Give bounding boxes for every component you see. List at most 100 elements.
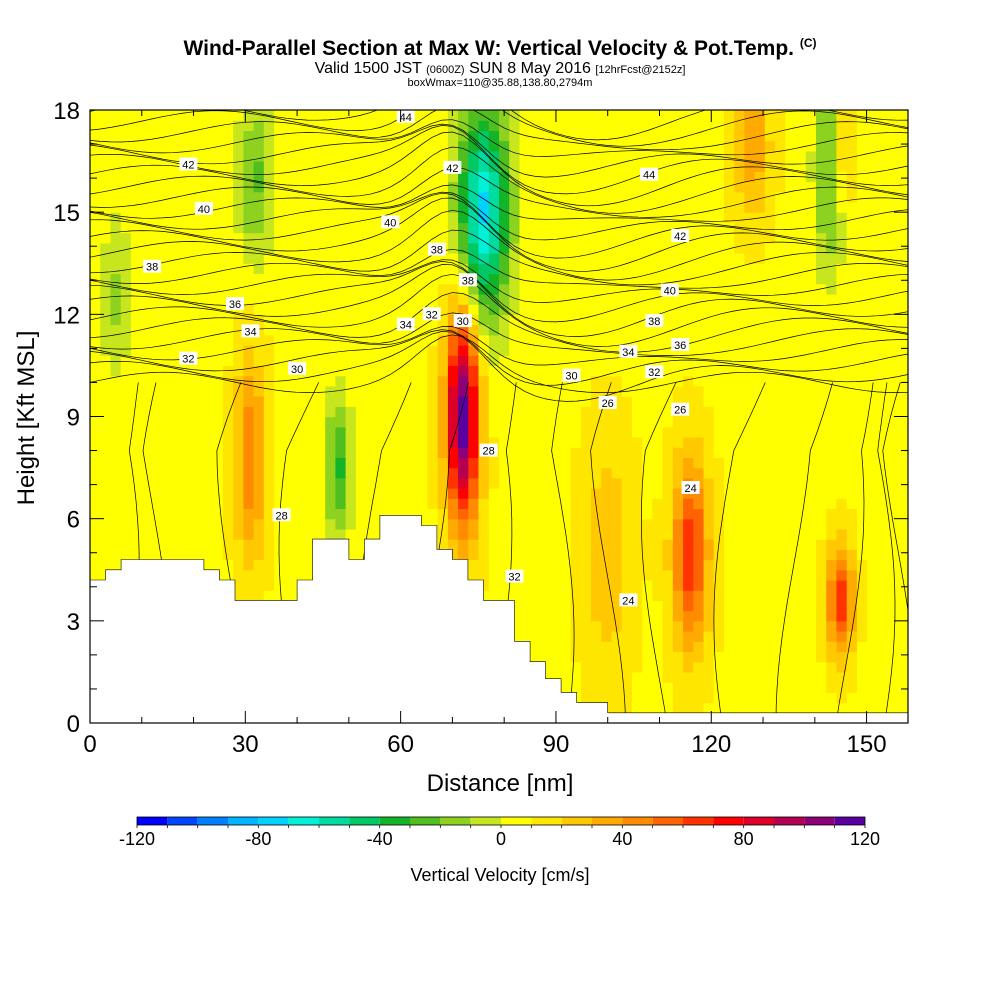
w-cell (744, 304, 756, 315)
contour-label: 26 (674, 405, 686, 417)
w-cell (724, 580, 735, 591)
w-cell (897, 498, 908, 510)
w-cell (499, 120, 510, 132)
contour-label-bg (505, 569, 524, 583)
w-cell (591, 580, 602, 591)
w-cell (447, 508, 459, 520)
w-cell (243, 549, 255, 561)
w-cell (355, 498, 367, 510)
w-cell (734, 641, 746, 653)
w-cell (509, 253, 521, 264)
w-cell (785, 436, 797, 448)
w-cell (294, 385, 306, 397)
w-cell (335, 324, 347, 336)
w-cell (724, 590, 735, 602)
w-cell (724, 314, 735, 326)
w-cell (785, 120, 797, 132)
w-cell (713, 580, 725, 591)
w-cell (458, 150, 469, 162)
w-cell (887, 161, 899, 172)
w-cell (519, 140, 531, 152)
w-cell (744, 477, 756, 489)
w-cell (724, 436, 735, 448)
w-cell (652, 620, 664, 632)
w-cell (652, 508, 664, 520)
w-cell (693, 324, 705, 336)
w-cell (171, 242, 183, 254)
w-cell (110, 416, 122, 428)
w-cell (110, 385, 122, 397)
w-cell (161, 508, 173, 520)
w-cell (611, 191, 623, 203)
w-cell (366, 416, 377, 428)
w-cell (335, 436, 347, 448)
w-cell (611, 702, 623, 714)
w-cell (212, 334, 224, 346)
w-cell (856, 467, 868, 479)
w-cell (775, 518, 786, 530)
w-cell (499, 406, 510, 418)
w-cell (887, 467, 899, 479)
w-cell (631, 222, 643, 234)
w-cell (580, 559, 592, 571)
w-cell (519, 518, 531, 530)
w-cell (325, 457, 337, 469)
w-cell (366, 161, 377, 172)
w-cell (795, 314, 807, 326)
w-cell (417, 283, 429, 295)
w-cell (315, 150, 326, 162)
w-cell (785, 181, 797, 193)
w-cell (693, 120, 705, 132)
w-cell (754, 385, 766, 397)
w-cell (376, 406, 388, 418)
w-cell (243, 426, 255, 438)
w-cell (519, 590, 531, 602)
w-cell (366, 447, 377, 459)
w-cell (775, 201, 786, 213)
w-cell (826, 426, 838, 438)
w-cell (509, 416, 521, 428)
w-cell (90, 161, 101, 172)
w-cell (458, 457, 469, 469)
w-cell (897, 488, 908, 499)
contour-label-bg (645, 314, 664, 328)
w-cell (591, 549, 602, 561)
w-cell (836, 702, 848, 714)
w-cell (233, 590, 245, 602)
w-cell (529, 467, 541, 479)
w-cell (519, 610, 531, 622)
w-cell (519, 242, 531, 254)
w-cell (396, 171, 408, 183)
w-cell (488, 355, 500, 367)
w-cell (816, 355, 827, 367)
w-cell (396, 508, 408, 520)
w-cell (846, 365, 858, 377)
w-cell (509, 273, 521, 285)
w-cell (447, 426, 459, 438)
w-cell (601, 242, 613, 254)
w-cell (417, 324, 429, 336)
w-cell (724, 692, 735, 704)
w-cell (294, 518, 306, 530)
w-cell (642, 447, 654, 459)
w-cell (631, 682, 643, 693)
w-cell (417, 477, 429, 489)
w-cell (826, 600, 838, 612)
w-cell (161, 130, 173, 142)
w-cell (805, 263, 817, 275)
w-cell (550, 355, 561, 367)
w-cell (744, 355, 756, 367)
w-cell (161, 120, 173, 132)
w-cell (550, 661, 561, 673)
w-cell (202, 171, 214, 183)
w-cell (110, 324, 122, 336)
w-cell (580, 508, 592, 520)
w-cell (826, 385, 838, 397)
w-cell (724, 457, 735, 469)
w-cell (785, 580, 797, 591)
w-cell (713, 334, 725, 346)
w-cell (458, 549, 469, 561)
w-cell (795, 436, 807, 448)
w-cell (795, 304, 807, 315)
w-cell (652, 426, 664, 438)
